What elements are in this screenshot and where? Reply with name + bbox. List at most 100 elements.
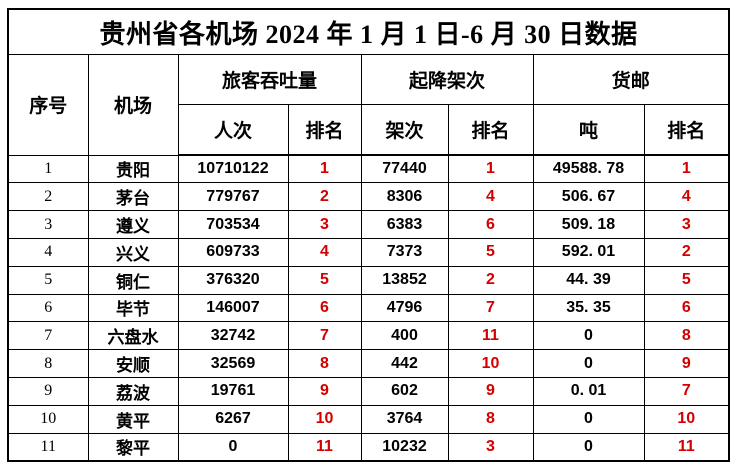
seq-cell: 2 [7, 182, 89, 212]
passengers-rank-cell: 7 [287, 321, 362, 351]
seq-cell: 6 [7, 293, 89, 323]
table-row: 3 遵义 703534 3 6383 6 509. 18 3 [7, 210, 730, 239]
passengers-cell: 779767 [177, 182, 289, 212]
airport-cell: 茅台 [87, 182, 179, 212]
table-row: 7 六盘水 32742 7 400 11 0 8 [7, 321, 730, 351]
seq-cell: 1 [7, 154, 89, 184]
table-row: 5 铜仁 376320 5 13852 2 44. 39 5 [7, 265, 730, 295]
passengers-rank-cell: 6 [287, 293, 362, 323]
col-header-movements: 架次 [360, 104, 449, 156]
airport-cell: 荔波 [87, 377, 179, 406]
table-row: 1 贵阳 10710122 1 77440 1 49588. 78 1 [7, 154, 730, 184]
airport-cell: 兴义 [87, 237, 179, 267]
airport-cell: 安顺 [87, 349, 179, 378]
airport-cell: 铜仁 [87, 265, 179, 295]
col-header-movements-rank: 排名 [447, 104, 534, 156]
passengers-cell: 32569 [177, 349, 289, 378]
table-title: 贵州省各机场 2024 年 1 月 1 日-6 月 30 日数据 [7, 8, 730, 55]
cargo-rank-cell: 11 [643, 432, 730, 462]
seq-cell: 8 [7, 349, 89, 378]
movements-rank-cell: 7 [447, 293, 534, 323]
movements-rank-cell: 5 [447, 237, 534, 267]
cargo-cell: 35. 35 [532, 293, 645, 323]
movements-rank-cell: 4 [447, 182, 534, 212]
airport-cell: 贵阳 [87, 154, 179, 184]
seq-cell: 5 [7, 265, 89, 295]
movements-rank-cell: 2 [447, 265, 534, 295]
passengers-cell: 609733 [177, 237, 289, 267]
passengers-rank-cell: 10 [287, 404, 362, 434]
table-row: 6 毕节 146007 6 4796 7 35. 35 6 [7, 293, 730, 323]
group-header-row: 序号 机场 旅客吞吐量 起降架次 货邮 [7, 54, 730, 156]
col-header-passengers-rank: 排名 [287, 104, 362, 156]
col-group-cargo-mail: 货邮 [532, 54, 730, 105]
cargo-cell: 0 [532, 349, 645, 378]
cargo-rank-cell: 6 [643, 293, 730, 323]
cargo-cell: 592. 01 [532, 237, 645, 267]
seq-cell: 7 [7, 321, 89, 351]
cargo-cell: 0 [532, 432, 645, 462]
passengers-cell: 32742 [177, 321, 289, 351]
col-header-passengers: 人次 [177, 104, 289, 156]
col-header-tons: 吨 [532, 104, 645, 156]
movements-rank-cell: 1 [447, 154, 534, 184]
cargo-rank-cell: 5 [643, 265, 730, 295]
seq-cell: 9 [7, 377, 89, 406]
passengers-rank-cell: 9 [287, 377, 362, 406]
movements-cell: 442 [360, 349, 449, 378]
cargo-cell: 49588. 78 [532, 154, 645, 184]
passengers-rank-cell: 1 [287, 154, 362, 184]
cargo-cell: 0 [532, 404, 645, 434]
airport-data-table: 贵州省各机场 2024 年 1 月 1 日-6 月 30 日数据 序号 机场 旅… [7, 8, 731, 462]
movements-cell: 8306 [360, 182, 449, 212]
airport-cell: 毕节 [87, 293, 179, 323]
cargo-cell: 0. 01 [532, 377, 645, 406]
seq-cell: 10 [7, 404, 89, 434]
title-row: 贵州省各机场 2024 年 1 月 1 日-6 月 30 日数据 [7, 8, 730, 55]
col-header-seq: 序号 [7, 54, 89, 156]
cargo-rank-cell: 9 [643, 349, 730, 378]
cargo-rank-cell: 4 [643, 182, 730, 212]
cargo-cell: 44. 39 [532, 265, 645, 295]
cargo-rank-cell: 8 [643, 321, 730, 351]
passengers-rank-cell: 3 [287, 210, 362, 239]
sub-header-row: 人次 排名 架次 排名 吨 排名 [8, 104, 730, 156]
table-row: 4 兴义 609733 4 7373 5 592. 01 2 [7, 237, 730, 267]
col-header-airport: 机场 [87, 54, 179, 156]
table-row: 11 黎平 0 11 10232 3 0 11 [7, 432, 730, 462]
cargo-cell: 506. 67 [532, 182, 645, 212]
passengers-rank-cell: 5 [287, 265, 362, 295]
passengers-cell: 146007 [177, 293, 289, 323]
table-row: 8 安顺 32569 8 442 10 0 9 [7, 349, 730, 378]
passengers-cell: 376320 [177, 265, 289, 295]
table-row: 9 荔波 19761 9 602 9 0. 01 7 [7, 377, 730, 406]
table-row: 10 黄平 6267 10 3764 8 0 10 [7, 404, 730, 434]
movements-rank-cell: 10 [447, 349, 534, 378]
passengers-cell: 10710122 [177, 154, 289, 184]
col-group-aircraft-movements: 起降架次 [360, 54, 534, 105]
movements-rank-cell: 8 [447, 404, 534, 434]
airport-cell: 黎平 [87, 432, 179, 462]
passengers-rank-cell: 4 [287, 237, 362, 267]
airport-cell: 六盘水 [87, 321, 179, 351]
passengers-cell: 6267 [177, 404, 289, 434]
movements-cell: 400 [360, 321, 449, 351]
col-group-passenger-throughput: 旅客吞吐量 [177, 54, 362, 105]
movements-cell: 77440 [360, 154, 449, 184]
movements-cell: 10232 [360, 432, 449, 462]
cargo-rank-cell: 3 [643, 210, 730, 239]
movements-cell: 13852 [360, 265, 449, 295]
movements-cell: 4796 [360, 293, 449, 323]
cargo-rank-cell: 1 [643, 154, 730, 184]
cargo-cell: 0 [532, 321, 645, 351]
table-body: 1 贵阳 10710122 1 77440 1 49588. 78 1 2 茅台… [7, 154, 730, 462]
movements-cell: 3764 [360, 404, 449, 434]
cargo-rank-cell: 7 [643, 377, 730, 406]
movements-cell: 6383 [360, 210, 449, 239]
passengers-cell: 703534 [177, 210, 289, 239]
seq-cell: 3 [7, 210, 89, 239]
movements-cell: 7373 [360, 237, 449, 267]
passengers-cell: 0 [177, 432, 289, 462]
seq-cell: 4 [7, 237, 89, 267]
